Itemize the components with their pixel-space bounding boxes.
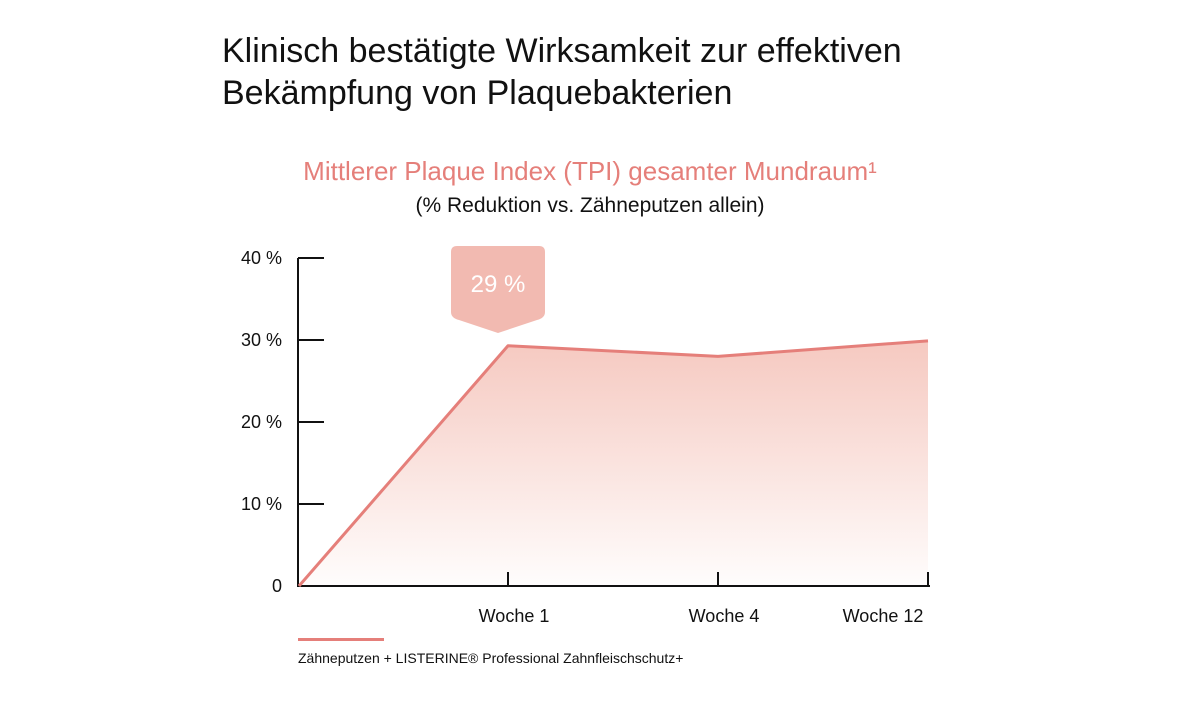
y-tick-label: 40 %: [241, 248, 282, 268]
headline-line-2: Bekämpfung von Plaquebakterien: [222, 74, 733, 112]
y-tick-label: 10 %: [241, 494, 282, 514]
callout-badge: [451, 246, 545, 333]
y-tick-label: 30 %: [241, 330, 282, 350]
series-area: [299, 340, 928, 586]
chart-subtitle: (% Reduktion vs. Zähneputzen allein): [415, 194, 765, 217]
headline: Klinisch bestätigte Wirksamkeit zur effe…: [222, 30, 1122, 114]
chart-title: Mittlerer Plaque Index (TPI) gesamter Mu…: [303, 156, 877, 186]
x-tick-label: Woche 4: [689, 606, 760, 626]
legend-swatch: [298, 638, 384, 641]
headline-line-1: Klinisch bestätigte Wirksamkeit zur effe…: [222, 32, 902, 70]
y-tick-label: 0: [272, 576, 282, 596]
legend-label: Zähneputzen + LISTERINE® Professional Za…: [298, 650, 684, 666]
callout-label: 29 %: [471, 271, 526, 298]
series-line: [297, 339, 929, 587]
x-tick-label: Woche 1: [479, 606, 550, 626]
y-tick-label: 20 %: [241, 412, 282, 432]
x-tick-label: Woche 12: [843, 606, 924, 626]
